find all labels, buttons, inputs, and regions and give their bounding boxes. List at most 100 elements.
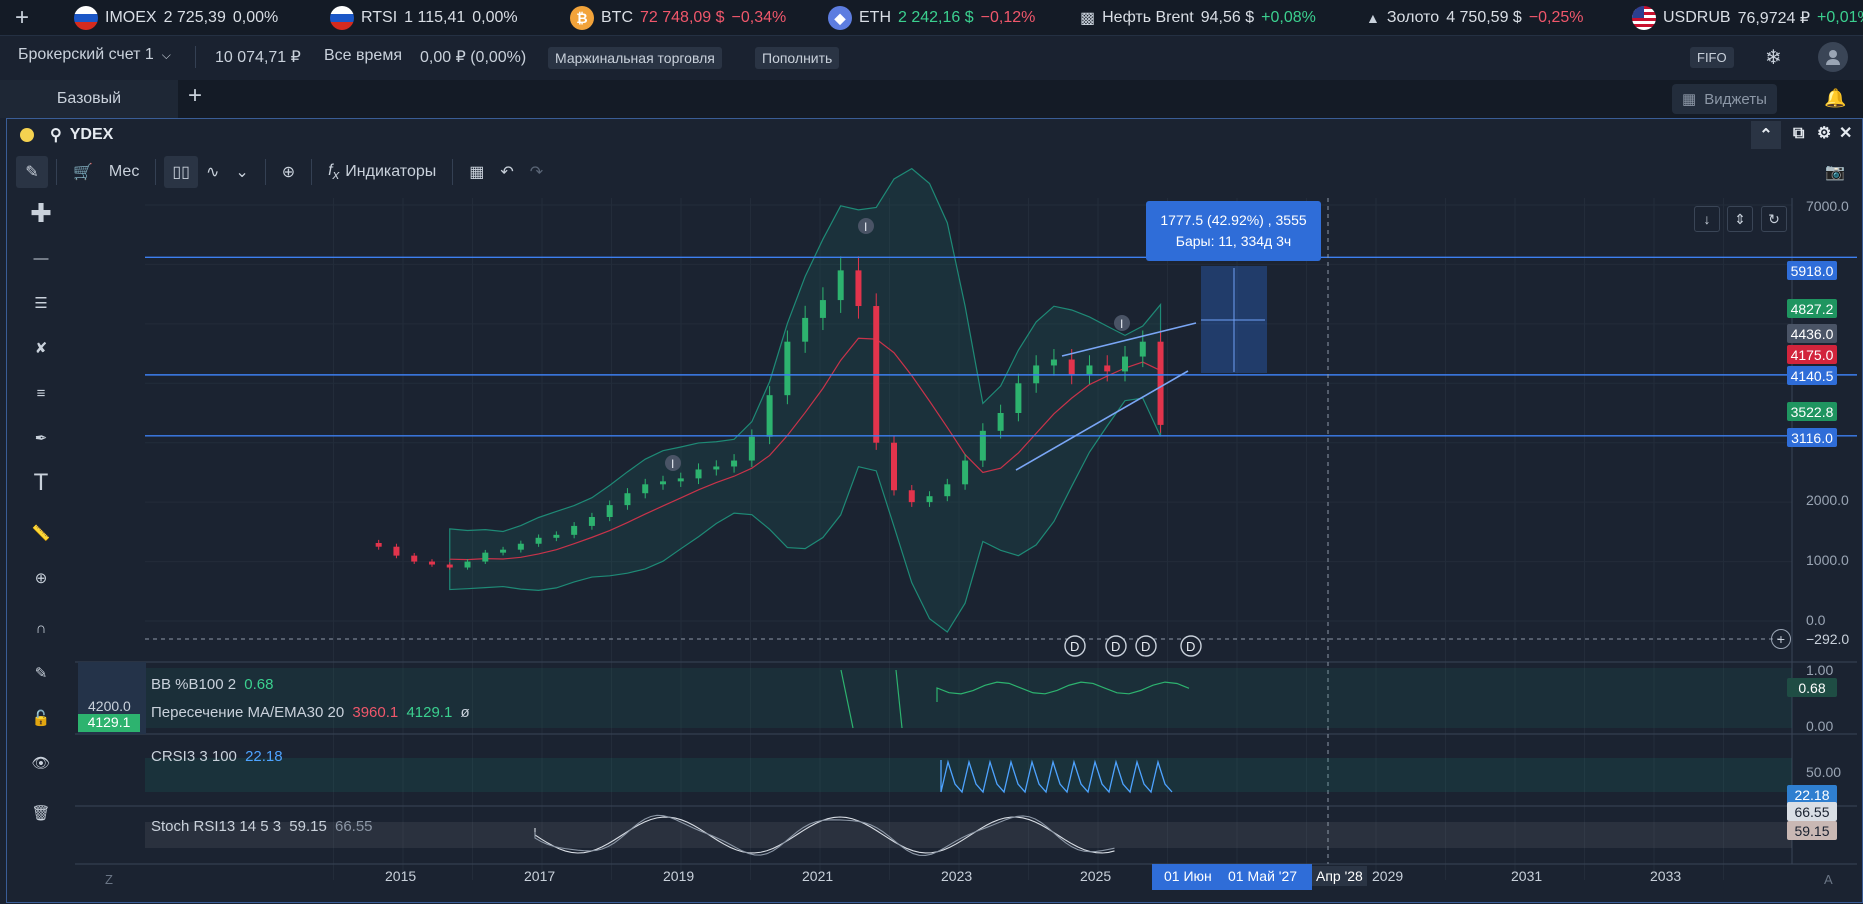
stoch-tick-1: 66.55 (1787, 802, 1837, 821)
ticker-change: 0,00% (472, 9, 518, 26)
date-label-end: 01 Май '27 (1228, 868, 1298, 884)
undo-icon[interactable]: ↶ (500, 164, 514, 181)
candles-icon[interactable]: ▯▯ (164, 156, 198, 188)
ticker-value: 4 750,59 $ (1446, 9, 1522, 26)
tab-basic[interactable]: Базовый (0, 80, 178, 118)
add-ticker-button[interactable]: + (14, 4, 29, 31)
candle (1139, 341, 1146, 357)
gear-icon[interactable]: ⚙ (1817, 125, 1832, 142)
refresh-icon[interactable]: ↻ (1761, 206, 1787, 232)
price-tag: 4436.0 (1787, 324, 1837, 343)
horizontal-line-icon[interactable]: — (33, 249, 49, 267)
candle (1015, 383, 1022, 413)
time-tick-label: 2025 (1080, 868, 1112, 884)
compress-icon[interactable]: ⇕ (1727, 206, 1753, 232)
redo-icon[interactable]: ↷ (529, 164, 544, 181)
snowflake-icon[interactable]: ❄ (1765, 47, 1782, 69)
add-tab-button[interactable]: + (188, 82, 203, 109)
chart-toolbar: ✎ 🛒 Мес ▯▯ ∿ ⌄ ⊕ fx Индикаторы ▦ ↶ ↷ 📷 (7, 151, 1862, 193)
cart-icon[interactable]: 🛒 (73, 164, 93, 181)
ticker-item[interactable]: ▩ Нефть Brent 94,56 $ +0,08% (1080, 0, 1316, 36)
indicators-button[interactable]: fx Индикаторы (320, 156, 444, 188)
symbol-label[interactable]: YDEX (69, 126, 114, 143)
lock-icon[interactable]: 🔓 (31, 710, 51, 727)
widgets-icon: ▦ (1682, 91, 1697, 108)
candle (659, 481, 666, 485)
candle (517, 543, 524, 550)
candle (535, 537, 542, 544)
brush-icon[interactable]: ✒ (34, 430, 48, 447)
add-level-icon[interactable]: + (1771, 629, 1791, 649)
window-color-dot[interactable] (20, 128, 34, 142)
widgets-button[interactable]: ▦ Виджеты (1672, 84, 1777, 114)
candle (695, 469, 702, 479)
ticker-item[interactable]: RTSI 1 115,41 0,00% (330, 0, 518, 36)
eye-icon[interactable]: 👁 (31, 755, 51, 772)
ticker-change: 0,00% (232, 9, 279, 26)
ma-value-2: 4129.1 (406, 704, 453, 721)
pattern-icon[interactable]: ✘ (34, 340, 48, 357)
fib-lines-icon[interactable]: ☰ (34, 295, 48, 312)
chevron-down-icon: ⌵ (161, 47, 171, 62)
price-tag: 4827.2 (1787, 299, 1837, 318)
window-restore-icon[interactable]: ⧉ (1793, 125, 1805, 142)
earnings-marker-label: I (1120, 317, 1123, 331)
lock-pencil-icon[interactable]: ✎ (34, 665, 48, 682)
search-icon[interactable]: ⚲ (50, 127, 62, 144)
dividend-marker-label: D (1141, 639, 1150, 654)
close-icon[interactable]: ✕ (1839, 125, 1853, 142)
time-tick-label: 2031 (1511, 868, 1543, 884)
ticker-item[interactable]: IMOEX 2 725,39 0,00% (74, 0, 278, 36)
candle (446, 564, 453, 568)
candle (642, 484, 649, 494)
ticker-value: 1 115,41 (404, 9, 466, 26)
text-tool-icon[interactable]: T (33, 469, 49, 496)
ticker-name: Золото (1386, 9, 1440, 26)
account-balance: 10 074,71 ₽ (215, 49, 301, 66)
margin-trading-button[interactable]: Маржинальная торговля (548, 47, 722, 69)
ticker-item[interactable]: USDRUB 76,9724 ₽ +0,01% (1632, 0, 1863, 36)
measure-tooltip-line1: 1777.5 (42.92%) , 3555 (1160, 212, 1307, 228)
crosshair-icon[interactable]: ✚ (30, 197, 52, 228)
candle (1068, 359, 1075, 375)
dividend-marker (1105, 635, 1127, 657)
ticker-item[interactable]: ◆ ETH 2 242,16 $ −0,12% (828, 0, 1035, 36)
ruler-icon[interactable]: 📏 (31, 525, 51, 542)
oil-icon: ▩ (1080, 10, 1096, 27)
dividend-marker-label: D (1111, 639, 1120, 654)
period-label[interactable]: Все время (324, 47, 402, 64)
zoom-icon[interactable]: ⊕ (34, 570, 48, 587)
ticker-name: ETH (859, 9, 891, 26)
camera-icon[interactable]: 📷 (1825, 164, 1845, 181)
bb-tick-current: 0.68 (1787, 678, 1837, 697)
chevron-down-icon[interactable]: ⌄ (235, 164, 249, 181)
avatar[interactable] (1818, 42, 1848, 72)
topup-button[interactable]: Пополнить (755, 47, 840, 69)
candle (962, 460, 969, 485)
ma-name: Пересечение MA/EMA30 20 (151, 704, 345, 721)
price-tick-label: 1000.0 (1806, 552, 1849, 568)
interval-button[interactable]: Мес (108, 163, 140, 180)
magnet-icon[interactable]: ∩ (35, 619, 47, 637)
date-label-start: 01 Июн (1164, 868, 1212, 884)
collapse-icon[interactable]: ⌃ (1751, 121, 1781, 149)
arrow-down-icon[interactable]: ↓ (1694, 206, 1720, 232)
add-circle-icon[interactable]: ⊕ (281, 164, 296, 181)
account-selector[interactable]: Брокерский счет 1 ⌵ (18, 46, 171, 64)
main-plot-area (145, 198, 1792, 625)
ticker-item[interactable]: ₿ BTC 72 748,09 $ −0,34% (570, 0, 786, 36)
pencil-icon[interactable]: ✎ (16, 156, 48, 188)
ticker-item[interactable]: ▲ Золото 4 750,59 $ −0,25% (1366, 0, 1584, 36)
forecast-icon[interactable]: ≡ (36, 384, 46, 402)
us-flag-icon (1632, 6, 1656, 30)
fifo-badge[interactable]: FIFO (1690, 47, 1734, 68)
area-chart-icon[interactable]: ∿ (205, 164, 220, 181)
price-tick-label: 0.0 (1806, 612, 1826, 628)
candle (393, 546, 400, 556)
trash-icon[interactable]: 🗑 (31, 805, 51, 822)
dividend-marker-label: D (1186, 639, 1195, 654)
earnings-marker (1114, 315, 1130, 331)
layout-grid-icon[interactable]: ▦ (469, 164, 485, 181)
bell-icon[interactable]: 🔔 (1824, 88, 1847, 108)
